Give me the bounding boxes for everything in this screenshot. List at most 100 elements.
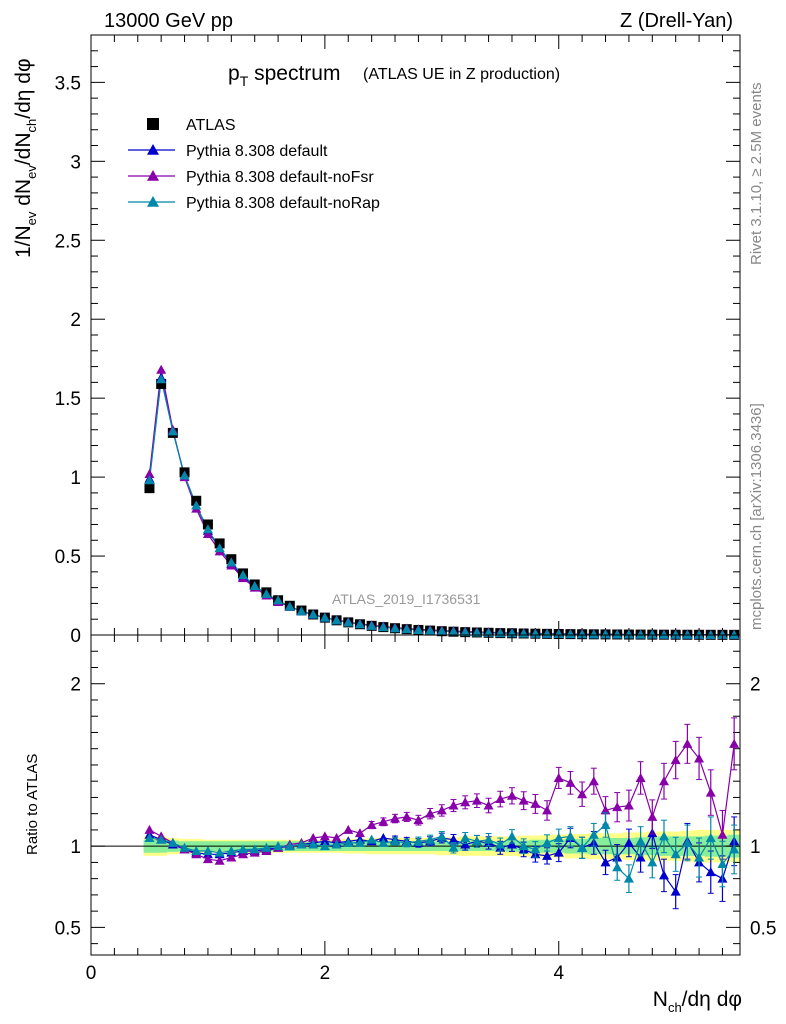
- legend-marker: [147, 170, 159, 181]
- ratio-data-point: [425, 834, 436, 844]
- ratio-data-point: [343, 824, 354, 834]
- ratio-data-point: [600, 857, 611, 867]
- xlabel-part-1: N: [653, 988, 668, 1011]
- ratio-y-tick-label: 2: [70, 675, 81, 696]
- mc-data-point: [319, 612, 330, 622]
- ratio-panel-frame: [90, 634, 741, 956]
- ratio-data-point: [588, 776, 599, 786]
- legend-marker-atlas: [147, 118, 159, 130]
- ratio-y-tick-label-right: 0.5: [750, 918, 776, 939]
- ratio-data-point: [518, 841, 529, 851]
- mc-data-point: [658, 629, 669, 639]
- ratio-data-point: [506, 839, 517, 849]
- ratio-data-point: [705, 833, 716, 843]
- ratio-y-tick-label-right: 2: [750, 675, 761, 696]
- ratio-data-point: [460, 797, 471, 807]
- mc-data-point: [144, 468, 155, 478]
- mc-data-point: [202, 524, 213, 534]
- legend-label: Pythia 8.308 default-noRap: [186, 195, 380, 212]
- rivet-version-label: Rivet 3.1.10, ≥ 2.5M events: [748, 83, 765, 266]
- ratio-data-point: [378, 816, 389, 826]
- ratio-data-point: [331, 833, 342, 843]
- ratio-data-point: [647, 857, 658, 867]
- mc-data-point: [623, 629, 634, 639]
- ratio-data-point: [296, 839, 307, 849]
- ratio-data-point: [319, 836, 330, 846]
- mc-data-point: [670, 629, 681, 639]
- mc-data-point: [460, 627, 471, 637]
- ratio-data-point: [448, 842, 459, 852]
- mc-data-point: [401, 624, 412, 634]
- ylabel-part-1: 1/N: [12, 225, 35, 258]
- ratio-data-point: [553, 772, 564, 782]
- ylabel-part-4: ev: [24, 165, 39, 179]
- ratio-data-point: [226, 846, 237, 856]
- ratio-data-point: [308, 833, 319, 843]
- ratio-data-point: [354, 837, 365, 847]
- title-p: p: [228, 62, 240, 85]
- ylabel-part-2: ev: [24, 211, 39, 225]
- mc-data-point: [331, 615, 342, 625]
- mc-data-point: [354, 619, 365, 629]
- mc-data-point: [682, 629, 693, 639]
- ratio-data-point: [647, 811, 658, 821]
- ratio-data-point: [553, 833, 564, 843]
- ratio-data-point: [577, 842, 588, 852]
- ratio-data-point: [401, 837, 412, 847]
- ratio-data-point: [436, 805, 447, 815]
- mc-data-point: [553, 629, 564, 639]
- x-tick-label: 0: [86, 963, 97, 984]
- ratio-data-point: [191, 846, 202, 856]
- mc-data-point: [179, 470, 190, 480]
- ratio-data-point: [448, 834, 459, 844]
- ratio-data-point: [495, 839, 506, 849]
- mc-data-point: [717, 629, 728, 639]
- ratio-data-point: [600, 805, 611, 815]
- ratio-data-point: [705, 867, 716, 877]
- ratio-data-point: [331, 839, 342, 849]
- ratio-data-point: [612, 862, 623, 872]
- mc-data-point: [144, 475, 155, 485]
- ratio-data-point: [378, 833, 389, 843]
- ylabel-part-7: /dη dφ: [12, 58, 35, 118]
- chart-title: pT spectrum: [228, 62, 340, 89]
- ratio-data-point: [483, 834, 494, 844]
- mc-data-point: [729, 629, 740, 639]
- ratio-data-point: [354, 828, 365, 838]
- legend-label: ATLAS: [186, 117, 236, 134]
- mc-data-point: [471, 627, 482, 637]
- main-y-tick-label: 0: [70, 626, 81, 647]
- ratio-data-point: [378, 837, 389, 847]
- ratio-data-point: [156, 834, 167, 844]
- ylabel-part-6: ch: [24, 119, 39, 133]
- ratio-data-point: [705, 787, 716, 797]
- ratio-data-point: [460, 833, 471, 843]
- ratio-y-axis-title: Ratio to ATLAS: [24, 754, 41, 855]
- ratio-data-point: [144, 833, 155, 843]
- ratio-data-point: [471, 795, 482, 805]
- ratio-data-point: [214, 847, 225, 857]
- title-word: spectrum: [248, 62, 340, 85]
- x-axis-title: Nch/dη dφ: [653, 988, 742, 1015]
- mc-data-point: [273, 595, 284, 605]
- mc-data-point: [366, 620, 377, 630]
- ratio-data-point: [413, 815, 424, 825]
- mc-data-point: [296, 606, 307, 616]
- mc-data-point: [156, 364, 167, 374]
- mc-data-point: [191, 500, 202, 510]
- atlas-data-point: [156, 378, 167, 389]
- ratio-series: [144, 717, 740, 910]
- ratio-data-point: [167, 837, 178, 847]
- ratio-data-point: [658, 831, 669, 841]
- mc-data-point: [612, 629, 623, 639]
- mc-data-point: [542, 628, 553, 638]
- ratio-data-point: [390, 813, 401, 823]
- mc-data-point: [249, 581, 260, 591]
- ratio-y-tick-label-right: 1: [750, 837, 761, 858]
- mc-data-point: [436, 626, 447, 636]
- ratio-data-point: [261, 842, 272, 852]
- mc-data-point: [448, 626, 459, 636]
- ratio-panel: 0.5 0.5 1 1 2 2 0 2 4 Ratio to ATLAS Nch/dη dφ: [24, 634, 776, 1015]
- energy-label: 13000 GeV pp: [104, 10, 233, 32]
